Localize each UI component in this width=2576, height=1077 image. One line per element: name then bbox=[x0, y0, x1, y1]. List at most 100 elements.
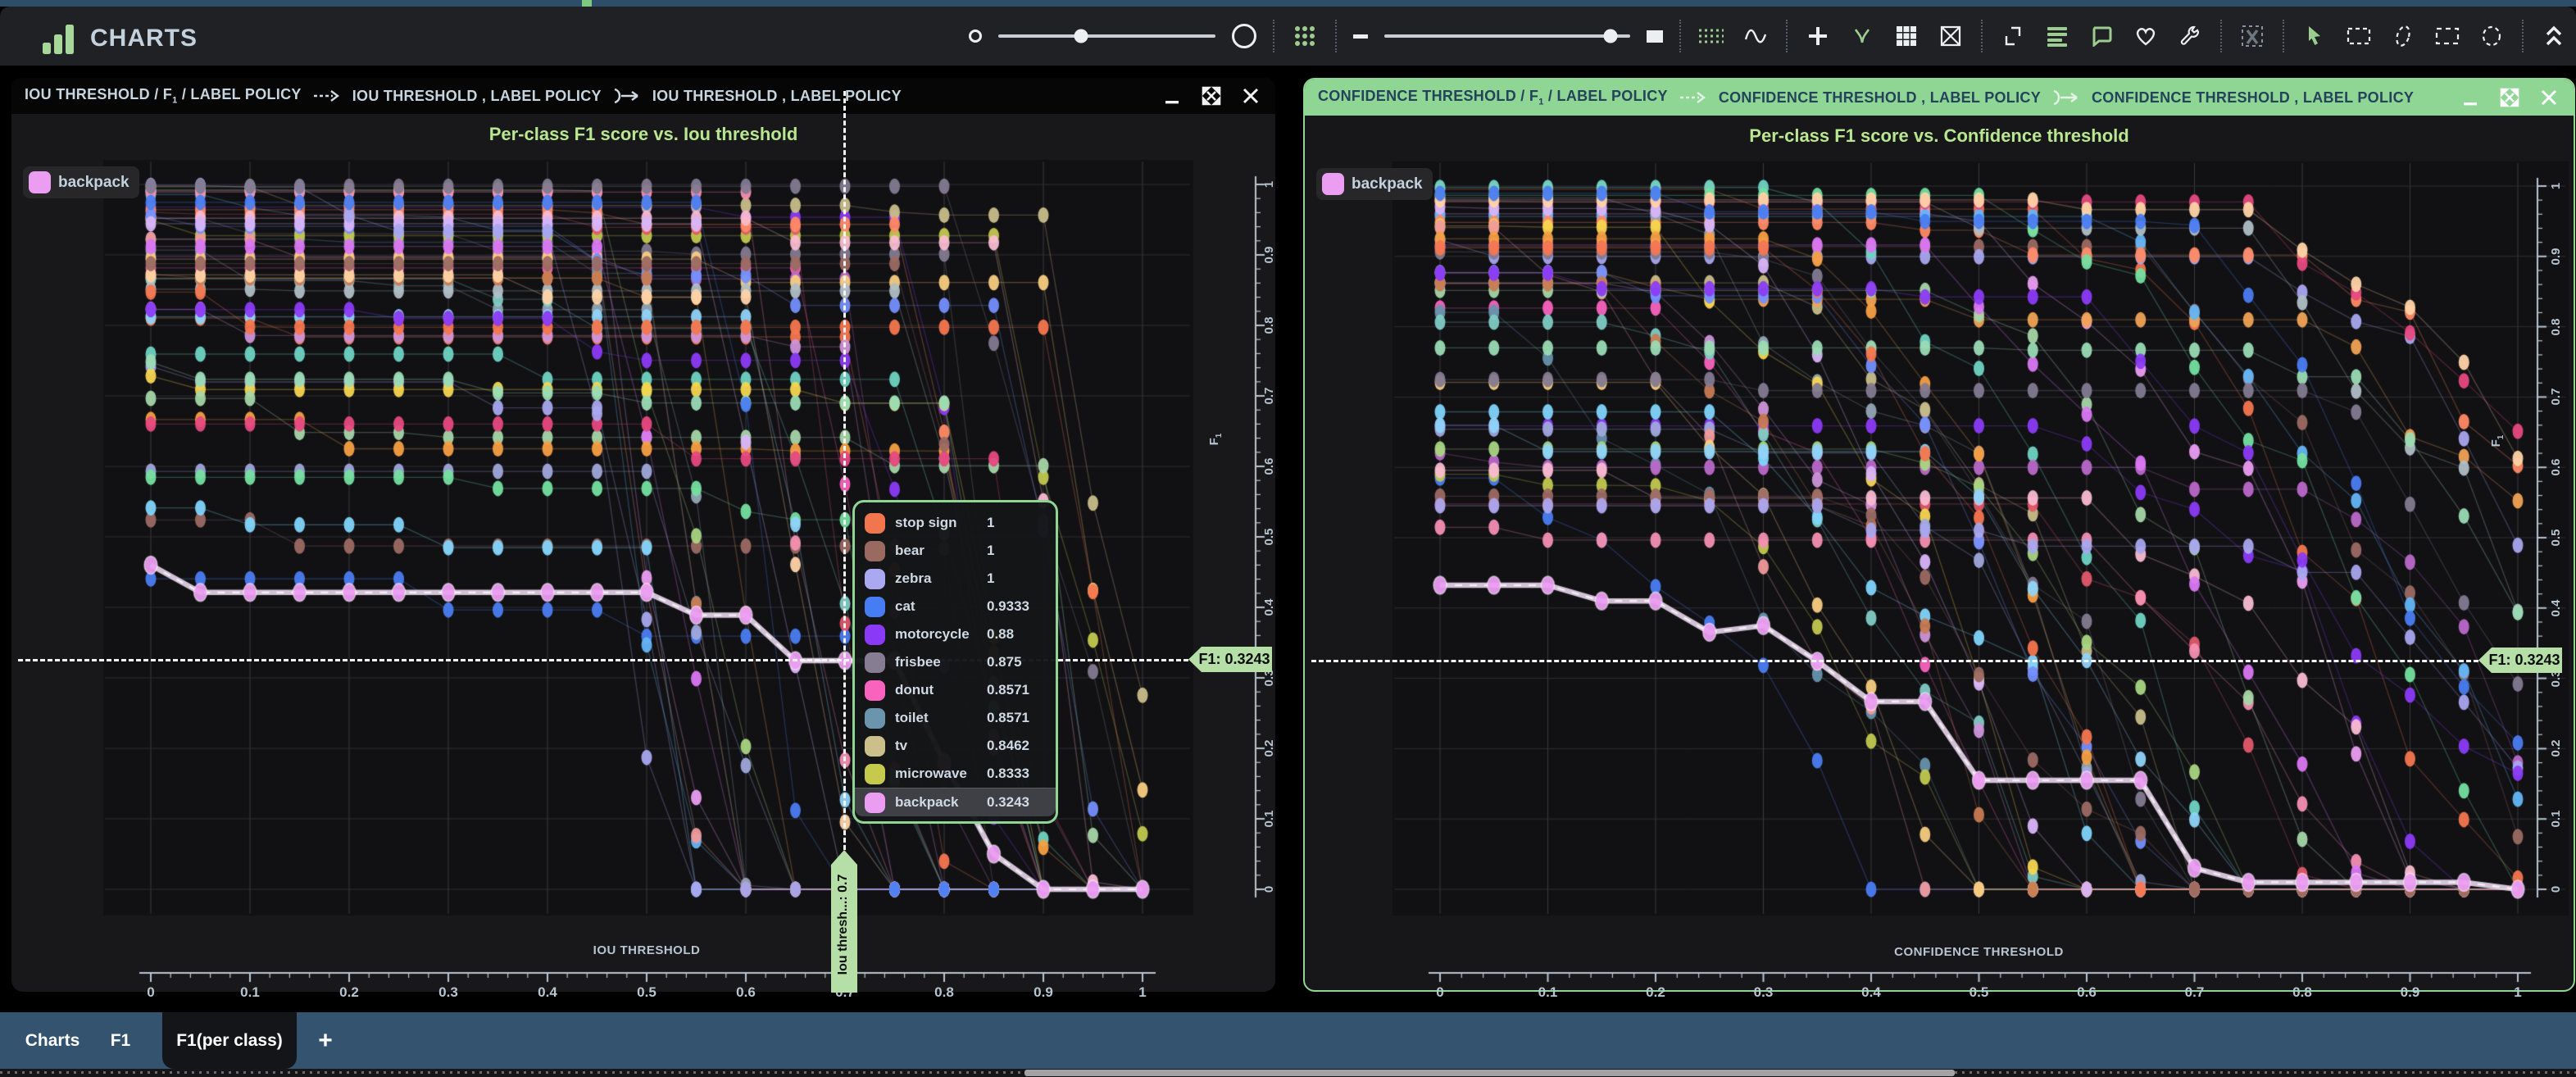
box-x-icon[interactable] bbox=[1937, 22, 1965, 50]
fit-frame-icon[interactable] bbox=[1999, 22, 2027, 50]
merge-arrow-icon bbox=[2052, 89, 2080, 106]
x-tick-label: 0.1 bbox=[225, 984, 275, 1001]
tooltip-row-tv: tv0.8462 bbox=[855, 732, 1056, 760]
select-ellipse-icon[interactable] bbox=[2389, 22, 2417, 50]
dotted-lines-icon[interactable] bbox=[1697, 22, 1725, 50]
close-icon[interactable] bbox=[2537, 86, 2560, 109]
toolbar bbox=[969, 7, 2568, 66]
f1-value-tag[interactable]: F1: 0.3243 bbox=[1188, 647, 1272, 672]
legend-label: backpack bbox=[1352, 175, 1423, 193]
tooltip-class-value: 0.875 bbox=[987, 654, 1046, 670]
minimize-icon[interactable] bbox=[2459, 86, 2482, 109]
dots-grid-icon[interactable] bbox=[1291, 22, 1319, 50]
tooltip-swatch bbox=[865, 680, 885, 701]
axis-chip-iou-policy-2[interactable]: IOU THRESHOLD , LABEL POLICY bbox=[652, 88, 902, 105]
x-tick-label: 1 bbox=[2493, 984, 2542, 1001]
tooltip-row-microwave: microwave0.8333 bbox=[855, 760, 1056, 788]
tab-f1-per-class[interactable]: F1(per class) bbox=[162, 1012, 297, 1069]
x-tick-label: 0.6 bbox=[2062, 984, 2111, 1001]
maximize-icon[interactable] bbox=[2498, 86, 2521, 109]
legend-label: backpack bbox=[58, 174, 129, 192]
axis-chip-conf-policy-2[interactable]: CONFIDENCE THRESHOLD , LABEL POLICY bbox=[2092, 89, 2414, 107]
collapse-toolbar-icon[interactable] bbox=[2540, 22, 2568, 50]
line-width-slider-knob[interactable] bbox=[1604, 30, 1618, 43]
x-tick-label: 0.4 bbox=[523, 984, 572, 1001]
list-icon[interactable] bbox=[2043, 22, 2071, 50]
line-width-max-icon[interactable] bbox=[1647, 30, 1663, 43]
close-icon[interactable] bbox=[1239, 84, 1262, 107]
window-controls bbox=[1161, 84, 1262, 107]
tooltip-row-stop-sign: stop sign1 bbox=[855, 509, 1056, 537]
add-tab-button[interactable]: + bbox=[305, 1012, 346, 1069]
axis-chip-conf-f1-policy[interactable]: CONFIDENCE THRESHOLD / F1 / LABEL POLICY bbox=[1318, 88, 1668, 107]
axis-chip-iou-f1-policy[interactable]: IOU THRESHOLD / F1 / LABEL POLICY bbox=[25, 86, 302, 106]
scrollbar-thumb[interactable] bbox=[1024, 1070, 1955, 1076]
x-tick-label: 1 bbox=[1118, 984, 1167, 1001]
select-circle-icon[interactable] bbox=[2478, 22, 2506, 50]
point-size-max-icon[interactable] bbox=[1232, 24, 1256, 48]
app-header: CHARTS bbox=[0, 7, 2576, 66]
f1-value-tag[interactable]: F1: 0.3243 bbox=[2478, 648, 2562, 673]
x-tick-label: 0.2 bbox=[1631, 984, 1680, 1001]
point-size-min-icon[interactable] bbox=[969, 30, 982, 43]
wave-icon[interactable] bbox=[1742, 22, 1770, 50]
select-rect-icon[interactable] bbox=[2345, 22, 2373, 50]
tooltip-class-label: backpack bbox=[895, 794, 987, 811]
maximize-icon[interactable] bbox=[1200, 84, 1223, 107]
tooltip-swatch bbox=[865, 708, 885, 729]
minimize-icon[interactable] bbox=[1161, 84, 1184, 107]
cursor-icon[interactable] bbox=[2301, 22, 2328, 50]
branch-icon[interactable] bbox=[1848, 22, 1876, 50]
iou-threshold-tag[interactable]: Iou thresh...: 0.7 bbox=[831, 850, 857, 993]
clear-selection-icon[interactable] bbox=[2238, 22, 2266, 50]
toolbar-divider bbox=[2522, 20, 2524, 52]
x-axis-title: CONFIDENCE THRESHOLD bbox=[1440, 945, 2518, 959]
y-tick-label: 0.7 bbox=[2549, 379, 2562, 415]
tooltip-swatch bbox=[865, 513, 885, 534]
y-tick-label: 0.1 bbox=[2549, 801, 2562, 837]
toolbar-divider bbox=[1786, 20, 1788, 52]
tooltip-swatch bbox=[865, 764, 885, 784]
tooltip-class-value: 0.88 bbox=[987, 626, 1046, 643]
tooltip-swatch bbox=[865, 569, 885, 589]
x-tick-label: 0.6 bbox=[721, 984, 770, 1001]
tooltip-class-value: 0.3243 bbox=[987, 794, 1046, 811]
axis-chip-conf-policy[interactable]: CONFIDENCE THRESHOLD , LABEL POLICY bbox=[1719, 89, 2041, 107]
x-tick-label: 0.5 bbox=[1955, 984, 2004, 1001]
legend-chip-backpack[interactable]: backpack bbox=[1316, 168, 1433, 200]
tab-f1[interactable]: F1 bbox=[92, 1012, 149, 1069]
y-tick-label: 0.6 bbox=[1262, 448, 1275, 484]
y-tick-label: 0.4 bbox=[1262, 589, 1275, 625]
class-values-tooltip: stop sign1bear1zebra1cat0.9333motorcycle… bbox=[852, 500, 1058, 824]
heart-icon[interactable] bbox=[2132, 22, 2160, 50]
legend-chip-backpack[interactable]: backpack bbox=[23, 166, 139, 198]
tooltip-row-cat: cat0.9333 bbox=[855, 593, 1056, 620]
comment-icon[interactable] bbox=[2088, 22, 2115, 50]
tab-charts[interactable]: Charts bbox=[13, 1012, 92, 1069]
line-width-slider[interactable] bbox=[1384, 34, 1630, 38]
y-tick-label: 0.8 bbox=[1262, 307, 1275, 343]
y-tick-label: 1 bbox=[2549, 168, 2562, 204]
x-tick-label: 0.8 bbox=[2278, 984, 2327, 1001]
tooltip-class-value: 0.8571 bbox=[987, 710, 1046, 726]
iou-window-titlebar: IOU THRESHOLD / F1 / LABEL POLICY IOU TH… bbox=[11, 78, 1275, 114]
iou-chart-canvas[interactable] bbox=[11, 78, 1275, 992]
grid-icon[interactable] bbox=[1892, 22, 1920, 50]
tooltip-swatch bbox=[865, 652, 885, 673]
line-width-min-icon[interactable] bbox=[1353, 34, 1368, 39]
toolbar-divider bbox=[1273, 20, 1274, 52]
axis-chip-iou-policy[interactable]: IOU THRESHOLD , LABEL POLICY bbox=[352, 88, 602, 105]
tooltip-row-toilet: toilet0.8571 bbox=[855, 704, 1056, 732]
tooltip-swatch bbox=[865, 793, 885, 813]
tooltip-class-label: microwave bbox=[895, 766, 987, 782]
point-size-slider-knob[interactable] bbox=[1074, 30, 1088, 43]
select-rect-alt-icon[interactable] bbox=[2433, 22, 2461, 50]
confidence-chart-canvas[interactable] bbox=[1305, 80, 2570, 990]
tooltip-class-label: motorcycle bbox=[895, 626, 987, 643]
top-strip-marker bbox=[582, 0, 592, 7]
app-title: CHARTS bbox=[90, 25, 198, 52]
toolbar-divider bbox=[2283, 20, 2284, 52]
add-icon[interactable] bbox=[1804, 22, 1832, 50]
wrench-icon[interactable] bbox=[2176, 22, 2204, 50]
point-size-slider[interactable] bbox=[998, 34, 1215, 38]
